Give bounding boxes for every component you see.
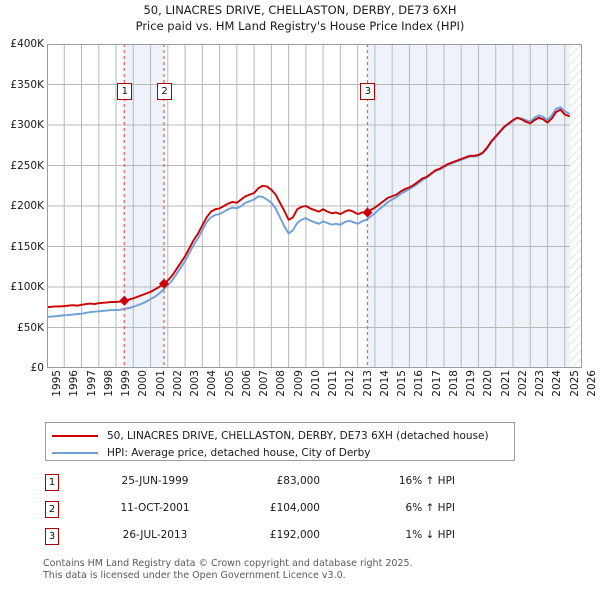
legend-label-hpi: HPI: Average price, detached house, City… xyxy=(107,446,371,459)
x-tick-label: 2022 xyxy=(516,370,529,397)
row-marker-number: 1 xyxy=(45,474,59,491)
legend-label-price-paid: 50, LINACRES DRIVE, CHELLASTON, DERBY, D… xyxy=(107,429,489,442)
x-tick-label: 2002 xyxy=(171,370,184,397)
x-tick-label: 2015 xyxy=(396,370,409,397)
y-tick-label: £100K xyxy=(10,281,44,293)
table-row[interactable]: 2 11-OCT-2001 £104,000 6% ↑ HPI xyxy=(45,499,515,526)
x-tick-label: 2009 xyxy=(292,370,305,397)
x-tick-label: 2026 xyxy=(586,370,598,397)
footer-line-2: This data is licensed under the Open Gov… xyxy=(43,569,346,581)
series-lines xyxy=(47,106,571,318)
x-tick-label: 2011 xyxy=(327,370,340,397)
plot-area: 1 2 3 xyxy=(47,44,582,368)
transactions-table: 1 25-JUN-1999 £83,000 16% ↑ HPI 2 11-OCT… xyxy=(45,472,515,553)
row-hpi-delta: 1% ↓ HPI xyxy=(405,529,455,541)
table-row[interactable]: 1 25-JUN-1999 £83,000 16% ↑ HPI xyxy=(45,472,515,499)
legend-swatch-price-paid xyxy=(52,434,98,437)
x-tick-label: 1997 xyxy=(85,370,98,397)
x-tick-label: 2012 xyxy=(344,370,357,397)
x-tick-label: 2013 xyxy=(361,370,374,397)
x-tick-label: 2023 xyxy=(534,370,547,397)
row-price: £104,000 xyxy=(269,502,320,514)
x-tick-label: 1996 xyxy=(68,370,81,397)
y-tick-label: £250K xyxy=(10,159,44,172)
plot-marker-box-3[interactable]: 3 xyxy=(360,83,376,100)
legend-swatch-hpi xyxy=(52,451,98,454)
y-tick-label: £300K xyxy=(10,119,44,131)
no-data-hatch-region xyxy=(569,44,582,368)
gridlines xyxy=(47,44,582,368)
y-tick-label: £350K xyxy=(10,78,44,91)
legend-item-price-paid[interactable]: 50, LINACRES DRIVE, CHELLASTON, DERBY, D… xyxy=(52,427,508,444)
row-marker-number: 2 xyxy=(45,501,59,518)
x-tick-label: 2000 xyxy=(137,370,150,397)
plot-marker-box-1[interactable]: 1 xyxy=(117,83,133,100)
page-title: 50, LINACRES DRIVE, CHELLASTON, DERBY, D… xyxy=(0,2,600,34)
footer-line-1: Contains HM Land Registry data © Crown c… xyxy=(43,558,413,569)
x-tick-label: 2024 xyxy=(551,370,564,397)
row-date: 11-OCT-2001 xyxy=(120,502,190,514)
row-price: £192,000 xyxy=(269,529,320,541)
x-tick-label: 2004 xyxy=(206,370,219,397)
row-hpi-delta: 6% ↑ HPI xyxy=(405,502,455,514)
x-tick-label: 2017 xyxy=(430,370,443,397)
x-tick-label: 2021 xyxy=(499,370,512,397)
x-tick-label: 2016 xyxy=(413,370,426,397)
row-hpi-delta: 16% ↑ HPI xyxy=(398,475,455,487)
x-tick-label: 2014 xyxy=(378,370,391,397)
x-tick-label: 2007 xyxy=(258,370,271,397)
x-tick-label: 2005 xyxy=(223,370,236,397)
y-tick-label: £50K xyxy=(17,321,44,334)
y-tick-label: £0 xyxy=(30,362,44,374)
row-marker-number: 3 xyxy=(45,528,59,545)
x-tick-label: 1999 xyxy=(120,370,133,397)
legend-item-hpi[interactable]: HPI: Average price, detached house, City… xyxy=(52,444,508,461)
x-tick-label: 2025 xyxy=(568,370,581,397)
x-tick-label: 2003 xyxy=(189,370,202,397)
y-axis-labels: £0 £50K £100K £150K £200K £250K £300K £350K £400… xyxy=(0,38,44,374)
copyright-footer: Contains HM Land Registry data © Crown c… xyxy=(43,558,583,581)
row-price: £83,000 xyxy=(276,475,320,487)
x-tick-label: 2001 xyxy=(154,370,167,397)
chart-legend: 50, LINACRES DRIVE, CHELLASTON, DERBY, D… xyxy=(45,422,515,461)
table-row[interactable]: 3 26-JUL-2013 £192,000 1% ↓ HPI xyxy=(45,526,515,553)
x-tick-label: 2010 xyxy=(309,370,322,397)
x-tick-label: 2020 xyxy=(482,370,495,397)
y-tick-label: £400K xyxy=(10,38,44,50)
row-date: 25-JUN-1999 xyxy=(121,475,189,487)
row-date: 26-JUL-2013 xyxy=(122,529,188,541)
x-axis-labels: 1995 1996 1997 1998 1999 2000 2001 2002 2003 2004… xyxy=(47,370,598,414)
plot-border xyxy=(47,44,582,368)
x-tick-label: 1998 xyxy=(102,370,115,397)
x-tick-label: 2008 xyxy=(275,370,288,397)
y-tick-label: £200K xyxy=(10,200,44,212)
x-tick-label: 1995 xyxy=(51,370,63,397)
y-tick-label: £150K xyxy=(10,240,44,253)
plot-svg xyxy=(47,44,582,368)
x-tick-label: 2006 xyxy=(240,370,253,397)
plot-marker-box-2[interactable]: 2 xyxy=(157,83,172,100)
x-tick-label: 2019 xyxy=(465,370,478,397)
x-tick-label: 2018 xyxy=(447,370,460,397)
title-line-2: Price paid vs. HM Land Registry's House … xyxy=(135,19,465,33)
sale-point-markers xyxy=(119,207,373,306)
title-line-1: 50, LINACRES DRIVE, CHELLASTON, DERBY, D… xyxy=(143,3,457,17)
